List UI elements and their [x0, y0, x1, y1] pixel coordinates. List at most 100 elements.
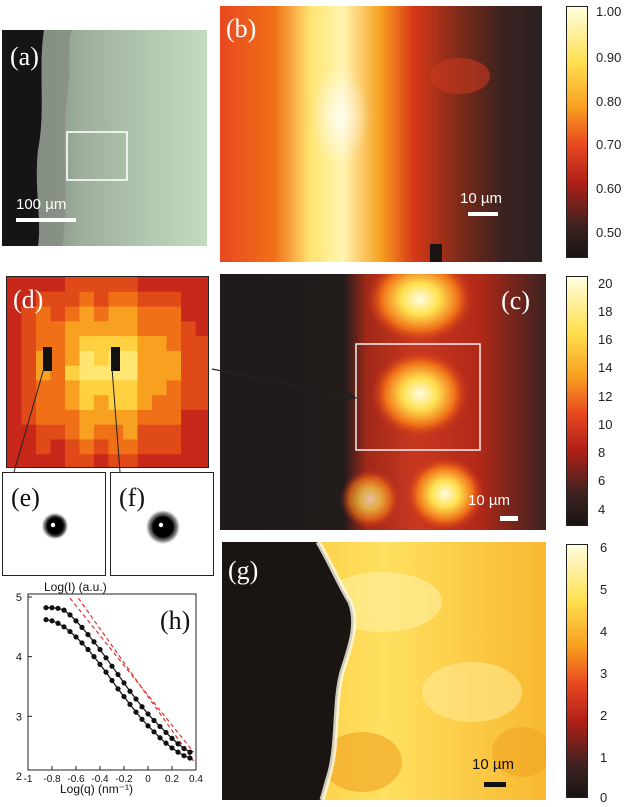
colorbar-g-tick: 6 — [600, 540, 608, 555]
data-point — [145, 711, 151, 717]
data-point — [127, 688, 133, 694]
panel-a-image — [2, 30, 207, 246]
data-point — [73, 634, 79, 640]
y-tick-label: 5 — [16, 592, 22, 604]
fit-line — [69, 597, 195, 753]
colorbar-g-ticks: 6 5 4 3 2 1 0 — [600, 536, 636, 806]
colorbar-c-tick: 12 — [598, 389, 613, 404]
colorbar-g-tick: 0 — [600, 790, 608, 805]
panel-g-scale-bar — [484, 782, 506, 787]
y-tick-label: 4 — [16, 652, 22, 664]
panel-a-scale-bar — [16, 218, 76, 222]
panel-h: -1 -0.8 -0.6 -0.4 -0.2 0 0.2 0.4 5 4 3 2 Log(I) (a.… — [0, 580, 214, 800]
panel-f-image — [145, 509, 181, 545]
panel-f: (f) — [110, 472, 214, 576]
colorbar-b-tick: 0.70 — [596, 137, 622, 152]
data-point — [97, 646, 103, 653]
data-point — [85, 631, 91, 638]
colorbar-c-ticks: 20 18 16 14 12 10 8 6 4 — [598, 270, 638, 530]
data-point — [55, 605, 61, 611]
data-point — [73, 618, 79, 624]
x-tick-label: -0.6 — [67, 774, 85, 785]
panel-g-image — [222, 542, 546, 800]
data-point — [115, 671, 121, 678]
colorbar-c-tick: 10 — [598, 417, 613, 432]
colorbar-c-tick: 8 — [598, 445, 606, 460]
x-tick-label: -1 — [24, 774, 33, 785]
x-tick-label: -0.8 — [43, 774, 61, 785]
data-point — [181, 753, 187, 759]
colorbar-c-tick: 14 — [598, 360, 613, 375]
panel-a-scale-label: 100 µm — [16, 196, 67, 213]
data-point — [157, 735, 163, 741]
data-point — [79, 624, 85, 631]
panel-b: (b) 10 µm — [220, 6, 542, 262]
data-point — [55, 620, 61, 626]
data-point — [139, 704, 145, 710]
data-point — [133, 696, 139, 702]
data-point — [169, 745, 175, 751]
data-point — [109, 663, 115, 669]
data-point — [109, 677, 115, 684]
x-tick-label: 0.2 — [165, 774, 179, 785]
data-point — [115, 686, 121, 692]
panel-d-marker-f — [111, 347, 120, 371]
data-point — [67, 628, 73, 635]
panel-g-scale-label: 10 µm — [472, 756, 514, 773]
data-point — [133, 709, 139, 715]
data-point — [145, 723, 151, 729]
colorbar-g-tick: 4 — [600, 624, 608, 639]
panel-c-scale-label: 10 µm — [468, 492, 510, 509]
data-point — [91, 654, 97, 660]
data-point — [181, 745, 187, 752]
colorbar-b-tick: 0.90 — [596, 50, 622, 65]
x-tick-label: 0.4 — [189, 774, 203, 785]
panel-c-scale-bar — [500, 516, 518, 521]
data-point — [187, 755, 193, 761]
colorbar-g-tick: 5 — [600, 582, 608, 597]
data-point — [43, 617, 49, 623]
data-point — [163, 740, 169, 746]
zoom-arrow — [211, 368, 358, 400]
panel-c: (c) 10 µm — [220, 274, 546, 530]
data-point — [151, 717, 157, 724]
panel-d-leaders — [13, 367, 121, 473]
data-point — [61, 624, 67, 630]
panel-g: (g) 10 µm — [222, 542, 546, 800]
panel-b-image — [220, 6, 542, 262]
panel-c-image — [220, 274, 546, 530]
data-point — [79, 640, 85, 646]
data-point — [139, 716, 145, 722]
data-point — [91, 639, 97, 645]
data-point — [169, 735, 175, 741]
y-tick-label: 2 — [16, 771, 22, 783]
x-tick-label: -0.2 — [115, 774, 133, 785]
panel-d-marker-e — [43, 347, 52, 371]
fit-line — [77, 597, 195, 762]
data-point — [175, 741, 181, 747]
colorbar-b — [566, 6, 588, 258]
panel-d-label: (d) — [13, 285, 44, 314]
data-point — [103, 669, 109, 675]
colorbar-c-tick: 4 — [598, 502, 606, 517]
colorbar-c-tick: 6 — [598, 473, 606, 488]
panel-h-ylabel: Log(I) (a.u.) — [44, 580, 107, 594]
panel-h-label: (h) — [160, 606, 191, 635]
panel-e-image — [41, 512, 69, 540]
data-point — [43, 605, 49, 611]
panel-a: (a) 100 µm — [2, 30, 207, 246]
data-point — [151, 729, 157, 735]
panel-b-label: (b) — [226, 14, 257, 43]
data-point — [175, 749, 181, 755]
panel-g-label: (g) — [228, 556, 259, 585]
colorbar-g — [566, 544, 588, 798]
colorbar-g-tick: 2 — [600, 708, 608, 723]
panel-d: (d) — [6, 276, 209, 468]
colorbar-c-tick: 18 — [598, 304, 613, 319]
colorbar-b-tick: 1.00 — [596, 4, 622, 19]
panel-b-scale-label: 10 µm — [460, 190, 502, 207]
colorbar-b-tick: 0.80 — [596, 94, 622, 109]
data-point — [187, 749, 193, 755]
y-tick-label: 3 — [16, 711, 22, 723]
data-point — [127, 701, 133, 707]
